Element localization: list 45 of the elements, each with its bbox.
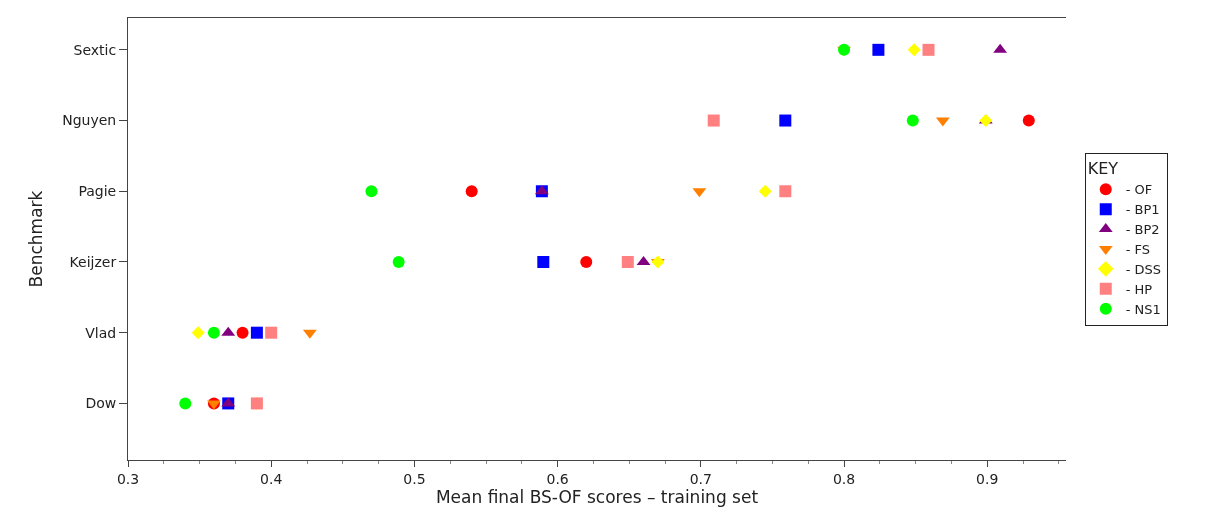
point <box>236 326 249 339</box>
point <box>779 114 792 127</box>
point <box>580 255 593 268</box>
legend-label: - BP1 <box>1125 202 1160 218</box>
x-tick-label: 0.8 <box>832 470 856 487</box>
y-tick-label: Dow <box>85 395 117 412</box>
legend-label: - NS1 <box>1125 301 1161 317</box>
legend-label: - DSS <box>1125 261 1162 277</box>
point <box>537 255 550 268</box>
y-tick-label: Vlad <box>85 324 117 341</box>
x-axis-title: Mean final BS-OF scores – training set <box>435 486 759 507</box>
y-axis-title: Benchmark <box>25 190 46 288</box>
point <box>179 397 192 410</box>
x-tick-label: 0.7 <box>689 470 712 487</box>
point <box>191 326 205 340</box>
point <box>621 255 634 268</box>
point <box>465 185 478 198</box>
point <box>707 114 720 127</box>
x-tick-label: 0.5 <box>403 470 426 487</box>
point <box>365 185 378 198</box>
x-tick-label: 0.4 <box>260 470 283 487</box>
x-tick-label: 0.9 <box>976 470 999 487</box>
point <box>207 326 220 339</box>
legend-label: - OF <box>1125 182 1153 198</box>
point <box>872 43 885 56</box>
y-tick-label: Nguyen <box>62 112 117 129</box>
point <box>392 255 405 268</box>
y-tick-label: Pagie <box>78 183 117 200</box>
legend-label: - HP <box>1125 281 1153 297</box>
point <box>758 184 772 198</box>
point <box>265 326 278 339</box>
legend-title: KEY <box>1087 159 1119 179</box>
legend-label: - FS <box>1125 242 1151 258</box>
y-tick-label: Sextic <box>73 41 117 58</box>
x-tick-label: 0.3 <box>116 470 140 487</box>
point <box>979 114 993 128</box>
x-tick-label: 0.6 <box>546 470 569 487</box>
point <box>907 43 921 57</box>
point <box>779 185 792 198</box>
point <box>1022 114 1035 127</box>
point <box>906 114 919 127</box>
point <box>250 326 263 339</box>
legend-label: - BP2 <box>1125 222 1160 238</box>
y-tick-label: Keijzer <box>69 253 117 270</box>
point <box>922 43 935 56</box>
